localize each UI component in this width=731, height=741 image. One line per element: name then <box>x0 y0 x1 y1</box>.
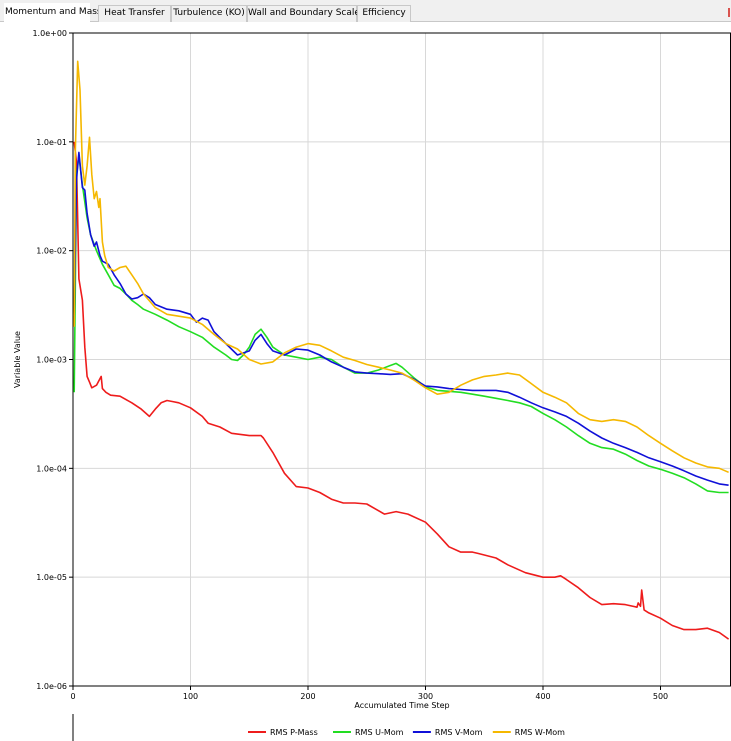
legend-item-rms-p-mass: RMS P-Mass <box>248 728 318 737</box>
legend-label: RMS V-Mom <box>435 728 483 737</box>
tab-wall-and-boundary-scale[interactable]: Wall and Boundary Scale <box>247 5 360 22</box>
legend: RMS P-Mass RMS U-Mom RMS V-Mom RMS W-Mom <box>248 728 565 737</box>
x-tick-label: 100 <box>183 692 198 701</box>
tab-heat-transfer[interactable]: Heat Transfer <box>98 5 171 22</box>
y-tick-label: 1.0e-05 <box>36 573 67 582</box>
x-tick-label: 500 <box>653 692 668 701</box>
y-tick-label: 1.0e+00 <box>32 29 67 38</box>
y-tick-label: 1.0e-02 <box>36 247 67 256</box>
series-line-rms-u-mom <box>73 154 729 494</box>
tab-turbulence-ko[interactable]: Turbulence (KO) <box>171 5 247 22</box>
legend-label: RMS W-Mom <box>515 728 565 737</box>
legend-item-rms-v-mom: RMS V-Mom <box>412 728 483 737</box>
series-line-rms-w-mom <box>73 60 729 474</box>
x-tick-label: 400 <box>535 692 550 701</box>
legend-item-rms-w-mom: RMS W-Mom <box>492 728 565 737</box>
series-lines <box>73 60 730 640</box>
x-tick-label: 200 <box>300 692 315 701</box>
x-tick-label: 0 <box>70 692 75 701</box>
y-axis: 1.0e+00 1.0e-01 1.0e-02 1.0e-03 1.0e-04 1.0e-… <box>32 29 73 691</box>
y-tick-label: 1.0e-01 <box>36 138 67 147</box>
legend-item-rms-u-mom: RMS U-Mom <box>333 728 404 737</box>
y-tick-label: 1.0e-04 <box>36 464 67 473</box>
x-axis: 0 100 200 300 400 500 <box>70 686 668 701</box>
legend-label: RMS P-Mass <box>270 728 318 737</box>
y-tick-label: 1.0e-03 <box>36 356 67 365</box>
close-icon[interactable] <box>728 8 730 17</box>
x-axis-title: Accumulated Time Step <box>354 701 449 710</box>
legend-label: RMS U-Mom <box>355 728 404 737</box>
grid <box>73 33 731 686</box>
series-line-rms-p-mass <box>73 141 730 640</box>
tab-momentum-and-mass[interactable]: Momentum and Mass <box>4 3 102 23</box>
y-tick-label: 1.0e-06 <box>36 682 67 691</box>
x-tick-label: 300 <box>418 692 433 701</box>
tab-efficiency[interactable]: Efficiency <box>357 5 411 22</box>
series-line-rms-v-mom <box>73 151 729 486</box>
y-axis-title: Variable Value <box>13 331 22 388</box>
tab-bar: Momentum and Mass Heat Transfer Turbulen… <box>0 0 731 23</box>
